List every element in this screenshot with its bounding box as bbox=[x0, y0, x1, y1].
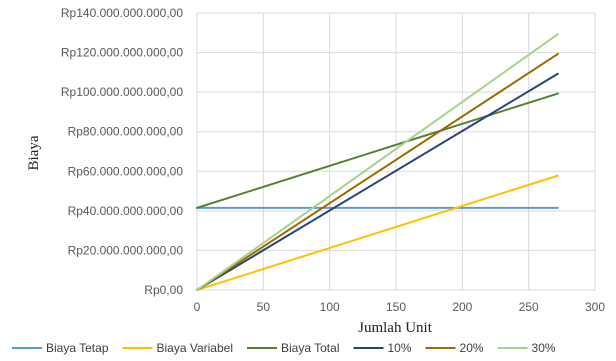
legend-item: 10% bbox=[353, 341, 412, 355]
legend-label: Biaya Tetap bbox=[46, 341, 109, 355]
x-tick-label: 150 bbox=[386, 300, 406, 314]
legend-item: Biaya Tetap bbox=[12, 341, 109, 355]
series-line-biaya-variabel bbox=[196, 174, 559, 291]
legend-label: Biaya Total bbox=[281, 341, 339, 355]
x-axis-label: Jumlah Unit bbox=[358, 320, 433, 336]
y-tick-label: Rp0,00 bbox=[144, 283, 183, 297]
legend-item: 20% bbox=[425, 341, 484, 355]
x-tick-label: 250 bbox=[519, 300, 539, 314]
y-axis-tick-labels: Rp0,00 Rp20.000.000.000,00 Rp40.000.000.00… bbox=[61, 6, 183, 297]
legend: Biaya Tetap Biaya Variabel Biaya Total 10% 2… bbox=[12, 341, 556, 355]
y-tick-label: Rp120.000.000.000,00 bbox=[61, 46, 183, 60]
grid-lines bbox=[196, 12, 596, 291]
series-line-biaya-total bbox=[196, 92, 559, 209]
y-axis-label: Biaya bbox=[26, 135, 42, 170]
series-line-10- bbox=[196, 72, 559, 291]
x-tick-label: 0 bbox=[194, 300, 201, 314]
x-axis-tick-labels: 0 50 100 150 200 250 300 bbox=[194, 300, 606, 314]
legend-item: Biaya Total bbox=[247, 341, 339, 355]
legend-item: Biaya Variabel bbox=[122, 341, 234, 355]
legend-item: 30% bbox=[497, 341, 556, 355]
series-line-20- bbox=[196, 52, 559, 291]
x-tick-label: 50 bbox=[257, 300, 271, 314]
y-tick-label: Rp20.000.000.000,00 bbox=[68, 243, 184, 257]
y-tick-label: Rp140.000.000.000,00 bbox=[61, 6, 183, 20]
y-tick-label: Rp60.000.000.000,00 bbox=[68, 164, 184, 178]
x-tick-label: 100 bbox=[320, 300, 340, 314]
y-tick-label: Rp40.000.000.000,00 bbox=[68, 204, 184, 218]
x-tick-label: 300 bbox=[585, 300, 605, 314]
series-lines bbox=[196, 33, 559, 291]
legend-label: Biaya Variabel bbox=[157, 341, 234, 355]
legend-label: 10% bbox=[387, 341, 411, 355]
series-line-30- bbox=[196, 33, 559, 291]
legend-label: 20% bbox=[460, 341, 484, 355]
legend-label: 30% bbox=[532, 341, 556, 355]
y-tick-label: Rp80.000.000.000,00 bbox=[68, 125, 184, 139]
y-tick-label: Rp100.000.000.000,00 bbox=[61, 85, 183, 99]
x-tick-label: 200 bbox=[452, 300, 472, 314]
